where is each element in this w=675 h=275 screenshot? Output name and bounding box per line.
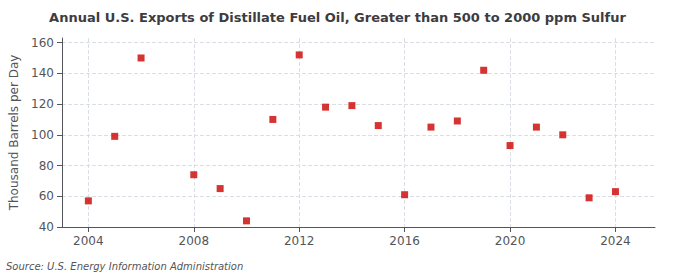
svg-text:80: 80 xyxy=(39,159,54,173)
svg-text:140: 140 xyxy=(31,66,54,80)
svg-text:2012: 2012 xyxy=(284,234,315,248)
svg-text:120: 120 xyxy=(31,97,54,111)
svg-text:100: 100 xyxy=(31,128,54,142)
svg-text:160: 160 xyxy=(31,36,54,50)
svg-text:40: 40 xyxy=(39,220,54,234)
svg-text:2020: 2020 xyxy=(495,234,526,248)
svg-text:Source: U.S. Energy Informatio: Source: U.S. Energy Information Administ… xyxy=(6,261,243,272)
svg-text:2008: 2008 xyxy=(179,234,210,248)
svg-text:Annual U.S. Exports of Distill: Annual U.S. Exports of Distillate Fuel O… xyxy=(49,10,626,25)
svg-text:60: 60 xyxy=(39,189,54,203)
svg-text:2024: 2024 xyxy=(600,234,631,248)
svg-text:2004: 2004 xyxy=(73,234,104,248)
svg-text:2016: 2016 xyxy=(389,234,420,248)
svg-text:Thousand Barrels per Day: Thousand Barrels per Day xyxy=(7,55,21,212)
